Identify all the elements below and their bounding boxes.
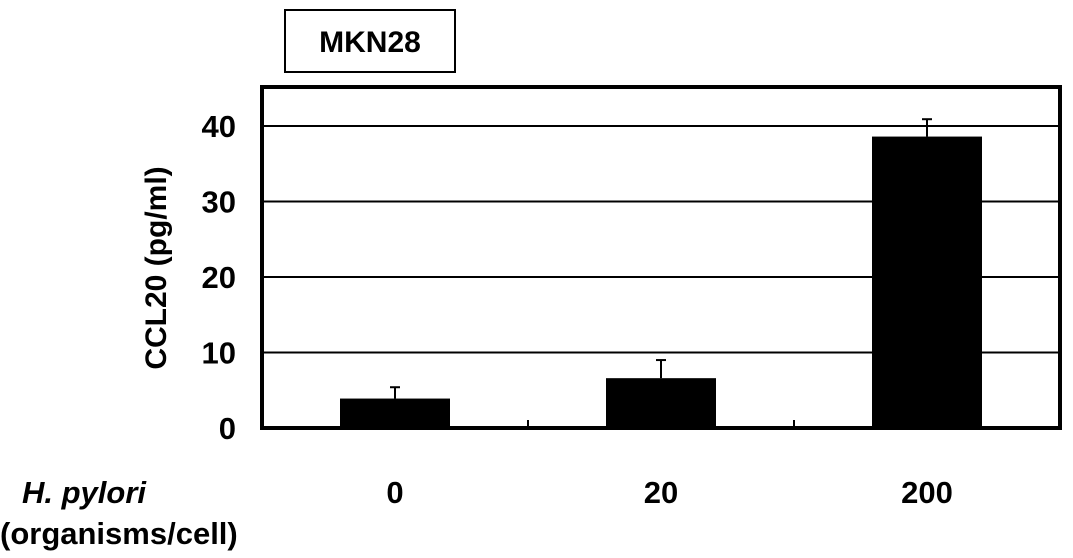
plot-frame — [260, 85, 1062, 430]
bars — [340, 136, 982, 428]
y-tick-label: 0 — [219, 411, 236, 446]
bar — [872, 136, 982, 428]
bar — [606, 378, 716, 428]
x-axis-label-main: H. pylori — [22, 475, 147, 510]
x-tick-label: 0 — [386, 475, 403, 510]
x-tick-label: 20 — [644, 475, 678, 510]
title-box — [284, 9, 456, 73]
error-bars — [390, 118, 932, 399]
y-tick-label: 20 — [202, 260, 236, 295]
x-tick-marks — [527, 420, 795, 428]
bar — [340, 398, 450, 428]
x-axis-label-sub: (organisms/cell) — [0, 516, 238, 551]
y-tick-label: 40 — [202, 109, 236, 144]
x-tick-label: 200 — [901, 475, 953, 510]
y-tick-labels: 0 10 20 30 40 — [202, 109, 236, 446]
chart-title: MKN28 — [319, 26, 421, 59]
y-axis-label: CCL20 (pg/ml) — [140, 166, 173, 369]
y-tick-label: 10 — [202, 336, 236, 371]
y-tick-label: 30 — [202, 185, 236, 220]
x-tick-labels: 0 20 200 — [386, 475, 952, 510]
